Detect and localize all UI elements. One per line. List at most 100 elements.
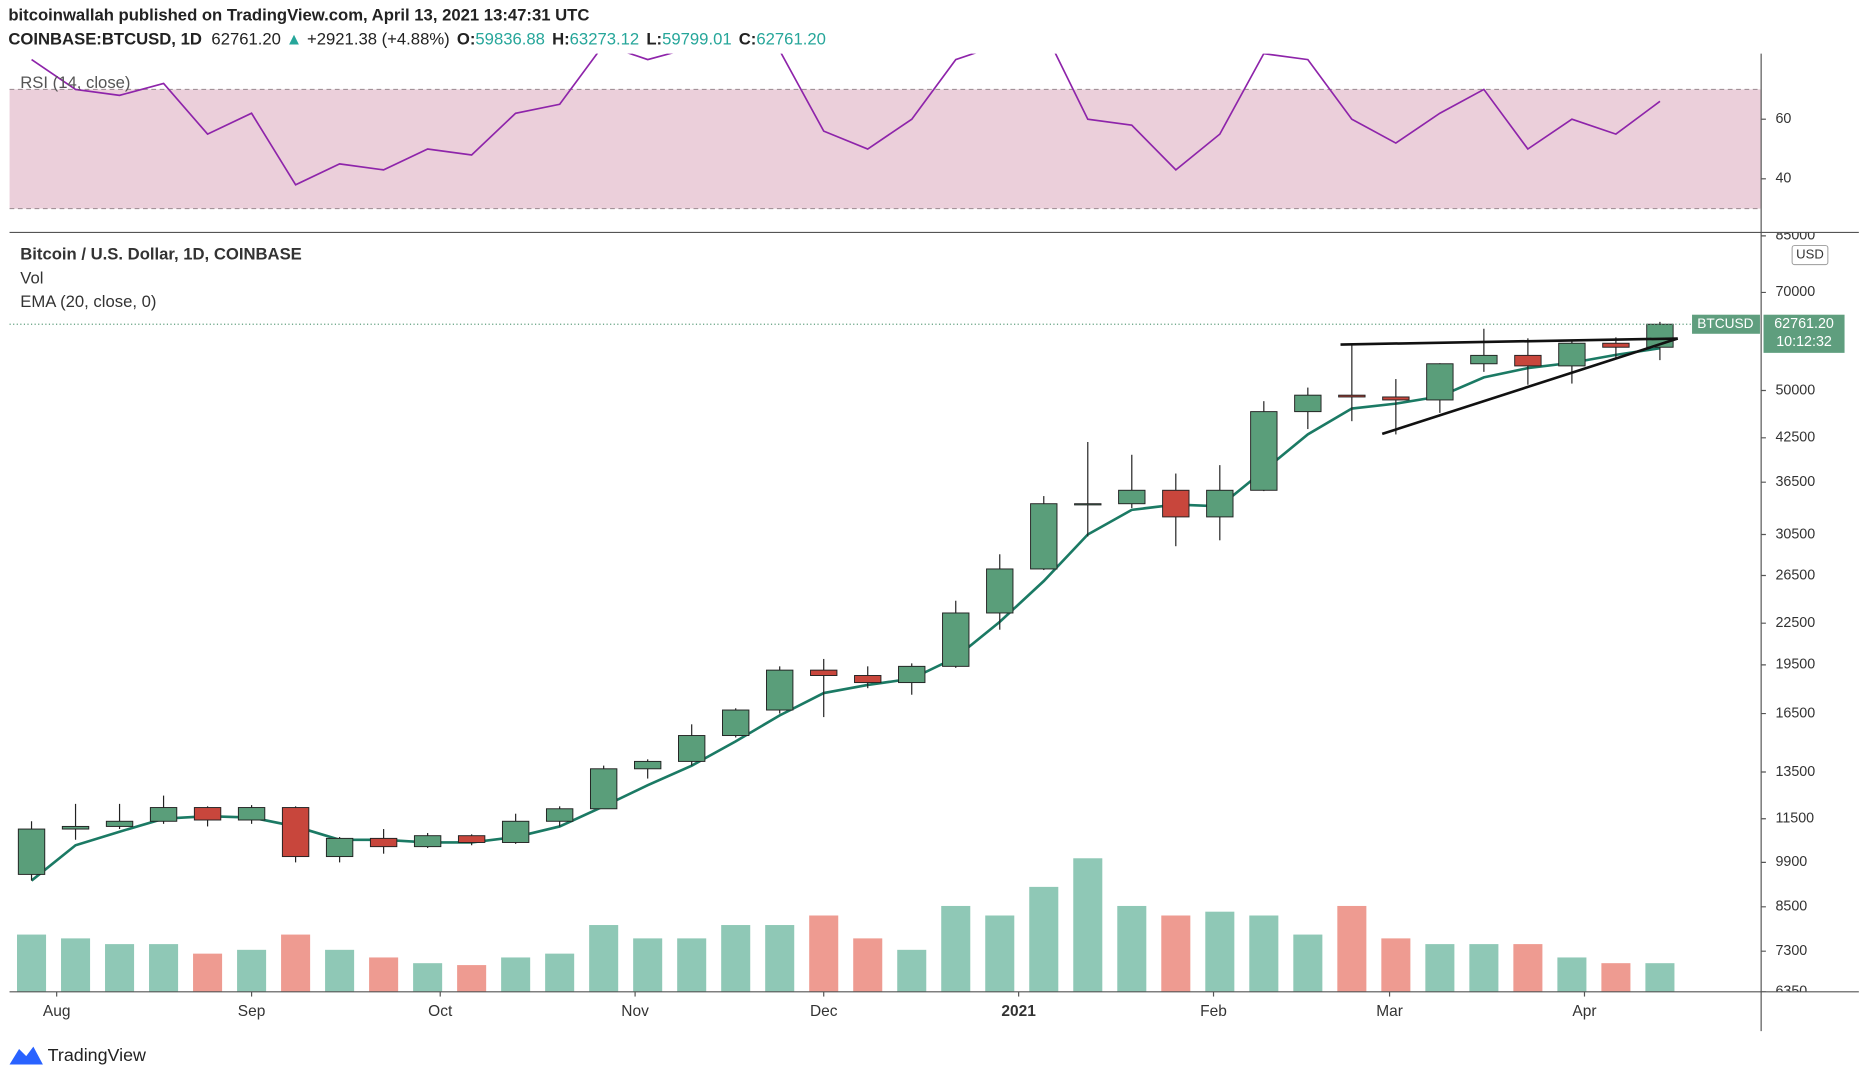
x-tick-label: Oct bbox=[428, 1003, 453, 1020]
candle-body bbox=[1514, 354, 1542, 367]
ohlc-value: 59836.88 bbox=[475, 30, 545, 49]
candle-body bbox=[1602, 342, 1630, 348]
y-tick-label: 19500 bbox=[1775, 657, 1815, 673]
candle-body bbox=[1338, 394, 1366, 398]
candle-body bbox=[1558, 342, 1586, 367]
y-tick-label: 9900 bbox=[1775, 854, 1807, 870]
candle-body bbox=[369, 837, 398, 848]
volume-legend: Vol bbox=[20, 268, 43, 287]
unit-label: USD bbox=[1796, 247, 1824, 262]
price-axis: 6350 7300 8500 9900 11500 13500 16500 19500 2250… bbox=[1761, 228, 1815, 1000]
volume-bar bbox=[765, 925, 795, 992]
volume-bar bbox=[1557, 957, 1587, 992]
volume-bar bbox=[17, 934, 47, 992]
y-tick-label: 42500 bbox=[1775, 430, 1815, 446]
rsi-legend: RSI (14, close) bbox=[20, 73, 130, 92]
symbol-tag bbox=[1692, 314, 1760, 334]
volume-bar bbox=[853, 938, 883, 992]
y-tick-label: 70000 bbox=[1775, 284, 1815, 300]
ohlc-label: O: bbox=[457, 30, 476, 49]
candle-body bbox=[1162, 489, 1190, 518]
candle-body bbox=[810, 669, 838, 676]
price-legend: Bitcoin / U.S. Dollar, 1D, COINBASE bbox=[20, 245, 302, 264]
volume-bar bbox=[545, 953, 575, 992]
y-tick-label: 85000 bbox=[1775, 228, 1815, 244]
candle-body bbox=[193, 807, 222, 821]
y-tick-label: 6350 bbox=[1775, 984, 1807, 1000]
last-price-tag bbox=[1763, 314, 1845, 353]
candle-body bbox=[281, 807, 310, 858]
volume-bar bbox=[721, 925, 751, 992]
volume-bar bbox=[105, 944, 135, 992]
candle-body bbox=[105, 820, 134, 827]
y-tick-label: 26500 bbox=[1775, 567, 1815, 583]
trendline-support bbox=[1381, 337, 1679, 436]
candle-body bbox=[1294, 394, 1322, 413]
candle-body bbox=[986, 568, 1014, 614]
ema-legend: EMA (20, close, 0) bbox=[20, 292, 156, 311]
volume-bar bbox=[281, 934, 311, 992]
ohlc-label: H: bbox=[552, 30, 570, 49]
ohlc-value: 62761.20 bbox=[756, 30, 826, 49]
x-tick-label: Dec bbox=[810, 1003, 838, 1020]
volume-bar bbox=[501, 957, 531, 992]
volume-bar bbox=[1249, 915, 1279, 992]
volume-bar bbox=[61, 938, 91, 992]
candle-body bbox=[766, 669, 794, 711]
y-tick-label: 16500 bbox=[1775, 705, 1815, 721]
change: +2921.38 (+4.88%) bbox=[307, 30, 450, 49]
symbol: COINBASE:BTCUSD, 1D bbox=[8, 30, 202, 49]
symbol-line: COINBASE:BTCUSD, 1D 62761.20 ▲ +2921.38 (+4… bbox=[8, 30, 826, 49]
volume-bar bbox=[1029, 886, 1059, 992]
candle-body bbox=[61, 825, 90, 830]
ohlc-label: L: bbox=[646, 30, 662, 49]
candle-body bbox=[1426, 363, 1454, 401]
volume-bar bbox=[633, 938, 663, 992]
x-tick-label: Nov bbox=[621, 1003, 649, 1020]
overlay: 40 60 Aug Sep Oct Nov Dec 2021 Feb Mar Apr BTCUSD 62… bbox=[43, 111, 1845, 1020]
publish-info: bitcoinwallah published on TradingView.c… bbox=[8, 6, 589, 25]
candle-body bbox=[1470, 354, 1498, 365]
candle-body bbox=[1074, 503, 1102, 506]
volume-bar bbox=[1645, 963, 1675, 992]
volume-bar bbox=[149, 944, 179, 992]
candle-body bbox=[325, 837, 354, 858]
publish-text: bitcoinwallah published on TradingView.c… bbox=[8, 6, 589, 25]
ohlc-value: 59799.01 bbox=[662, 30, 732, 49]
volume-bar bbox=[897, 949, 927, 992]
candle-body bbox=[634, 760, 662, 770]
price-pane bbox=[9, 321, 1762, 992]
x-tick-label: Apr bbox=[1572, 1003, 1596, 1020]
volume-bar bbox=[1425, 944, 1455, 992]
y-tick-label: 8500 bbox=[1775, 899, 1807, 915]
volume-bar bbox=[237, 949, 267, 992]
volume-bar bbox=[413, 963, 443, 992]
volume-bar bbox=[1293, 934, 1323, 992]
x-tick-label: Mar bbox=[1376, 1003, 1403, 1020]
candle-body bbox=[17, 828, 46, 875]
candle-body bbox=[1206, 489, 1234, 518]
candle-body bbox=[678, 735, 706, 762]
y-tick-label: 22500 bbox=[1775, 615, 1815, 631]
x-tick-label: 2021 bbox=[1001, 1003, 1036, 1020]
logo-icon bbox=[9, 1046, 43, 1065]
volume-bar bbox=[1205, 911, 1235, 992]
candle-body bbox=[149, 807, 178, 822]
candle-body bbox=[854, 675, 882, 684]
volume-bar bbox=[677, 938, 707, 992]
y-tick-label: 7300 bbox=[1775, 943, 1807, 959]
volume-bar bbox=[1117, 905, 1147, 992]
y-tick-label: 30500 bbox=[1775, 526, 1815, 542]
symbol-tag-text: BTCUSD bbox=[1697, 316, 1753, 331]
candle-body bbox=[942, 612, 970, 667]
volume-bar bbox=[941, 905, 971, 992]
trendline-resistance bbox=[1340, 337, 1678, 346]
volume-bar bbox=[1601, 963, 1631, 992]
tradingview-logo bbox=[9, 1046, 43, 1065]
candle-body bbox=[545, 808, 574, 822]
volume-bar bbox=[1513, 944, 1543, 992]
x-tick-label: Aug bbox=[43, 1003, 71, 1020]
candle-body bbox=[1382, 396, 1410, 401]
volume-bar bbox=[1337, 905, 1367, 992]
